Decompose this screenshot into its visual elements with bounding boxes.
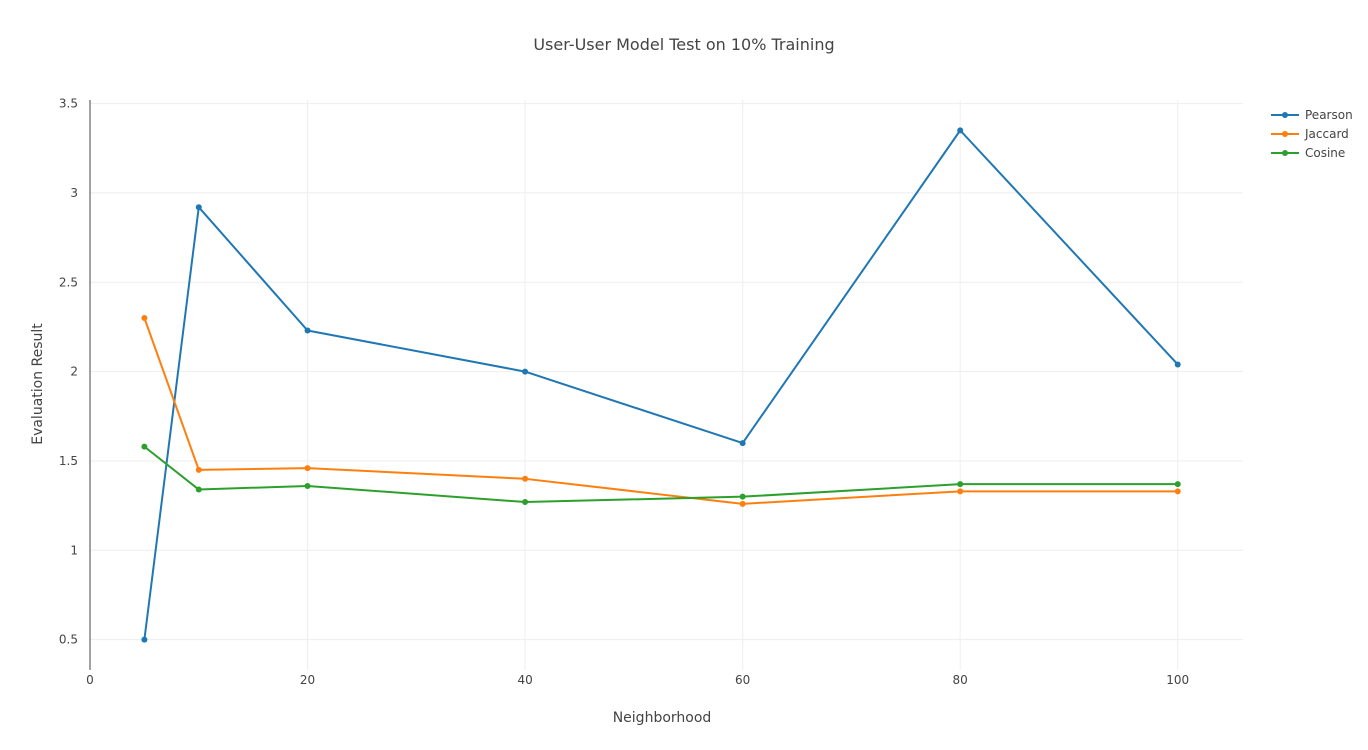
data-point-jaccard[interactable] bbox=[522, 475, 529, 482]
y-axis-title: Evaluation Result bbox=[30, 323, 46, 445]
data-point-jaccard[interactable] bbox=[195, 466, 202, 473]
legend-swatch-marker bbox=[1282, 131, 1288, 137]
y-tick-label: 3.5 bbox=[59, 97, 78, 111]
data-point-jaccard[interactable] bbox=[957, 488, 964, 495]
legend-item-jaccard[interactable]: Jaccard bbox=[1271, 127, 1349, 141]
data-point-jaccard[interactable] bbox=[141, 314, 148, 321]
data-point-pearson[interactable] bbox=[141, 636, 148, 643]
x-tick-label: 100 bbox=[1166, 673, 1189, 687]
data-point-jaccard[interactable] bbox=[739, 500, 746, 507]
data-point-pearson[interactable] bbox=[304, 327, 311, 334]
x-tick-label: 80 bbox=[953, 673, 968, 687]
y-tick-label: 2 bbox=[70, 365, 78, 379]
x-tick-label: 0 bbox=[86, 673, 94, 687]
data-point-cosine[interactable] bbox=[957, 481, 964, 488]
data-point-jaccard[interactable] bbox=[1174, 488, 1181, 495]
axes: 0 20 40 60 80 100 0.5 1 1.5 2 2.5 3 3.5 bbox=[59, 97, 1189, 687]
series-cosine bbox=[141, 443, 1181, 506]
series-line-jaccard bbox=[143, 317, 1178, 505]
data-point-pearson[interactable] bbox=[1174, 361, 1181, 368]
x-tick-label: 60 bbox=[735, 673, 750, 687]
data-point-cosine[interactable] bbox=[304, 482, 311, 489]
y-tick-label: 1 bbox=[70, 543, 78, 557]
series-line-pearson bbox=[143, 129, 1179, 640]
legend-label: Jaccard bbox=[1304, 127, 1349, 141]
data-point-cosine[interactable] bbox=[1174, 481, 1181, 488]
data-point-pearson[interactable] bbox=[522, 368, 529, 375]
y-tick-label: 1.5 bbox=[59, 454, 78, 468]
legend-label: Pearson bbox=[1305, 108, 1353, 122]
data-point-cosine[interactable] bbox=[141, 443, 148, 450]
gridlines bbox=[90, 100, 1243, 670]
series-pearson bbox=[141, 127, 1181, 643]
data-point-pearson[interactable] bbox=[957, 127, 964, 134]
y-tick-label: 2.5 bbox=[59, 275, 78, 289]
legend-swatch-marker bbox=[1282, 112, 1288, 118]
data-point-cosine[interactable] bbox=[522, 499, 529, 506]
y-tick-label: 3 bbox=[70, 186, 78, 200]
plot-area bbox=[141, 127, 1181, 643]
series-jaccard bbox=[141, 314, 1181, 507]
data-point-jaccard[interactable] bbox=[304, 465, 311, 472]
legend-swatch-marker bbox=[1282, 150, 1288, 156]
chart-title: User-User Model Test on 10% Training bbox=[533, 35, 834, 54]
data-point-pearson[interactable] bbox=[739, 440, 746, 447]
x-tick-label: 40 bbox=[517, 673, 532, 687]
legend-label: Cosine bbox=[1305, 146, 1345, 160]
x-axis-title: Neighborhood bbox=[613, 710, 712, 726]
data-point-cosine[interactable] bbox=[195, 486, 202, 493]
data-point-cosine[interactable] bbox=[739, 493, 746, 500]
y-tick-label: 0.5 bbox=[59, 633, 78, 647]
legend[interactable]: Pearson Jaccard Cosine bbox=[1271, 108, 1353, 160]
x-tick-label: 20 bbox=[300, 673, 315, 687]
legend-item-cosine[interactable]: Cosine bbox=[1271, 146, 1345, 160]
legend-item-pearson[interactable]: Pearson bbox=[1271, 108, 1353, 122]
data-point-pearson[interactable] bbox=[195, 204, 202, 211]
